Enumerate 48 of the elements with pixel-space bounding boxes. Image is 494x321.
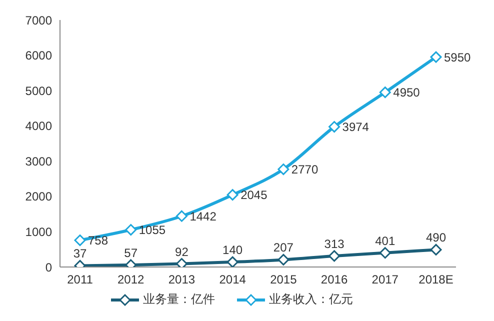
- y-tick-label: 1000: [25, 224, 52, 239]
- data-label: 758: [88, 234, 108, 248]
- data-label: 1442: [190, 209, 217, 224]
- data-label: 2045: [240, 188, 268, 202]
- legend-label: 业务收入：亿元: [269, 291, 353, 308]
- data-label: 4950: [393, 86, 420, 100]
- point: [328, 250, 340, 262]
- data-label: 140: [222, 243, 243, 258]
- point: [176, 210, 188, 222]
- x-tick-label: 2012: [118, 272, 145, 287]
- y-tick-label: 7000: [25, 13, 52, 28]
- x-tick-label: 2011: [67, 272, 94, 287]
- y-tick-label: 3000: [25, 154, 52, 168]
- point: [379, 247, 391, 259]
- data-label: 3974: [342, 120, 370, 134]
- data-label: 1055: [138, 223, 166, 238]
- point: [74, 234, 86, 246]
- point: [430, 51, 442, 63]
- x-tick-label: 2015: [270, 272, 298, 287]
- point: [278, 254, 290, 266]
- point: [226, 189, 238, 201]
- data-label: 313: [324, 236, 345, 251]
- data-label: 37: [73, 246, 87, 261]
- x-tick-label: 2017: [372, 272, 399, 287]
- x-tick-label: 2016: [320, 272, 348, 287]
- data-label: 5950: [444, 50, 472, 64]
- data-label: 57: [124, 246, 138, 260]
- point: [176, 258, 188, 267]
- point: [328, 121, 340, 133]
- data-label: 92: [175, 244, 189, 259]
- y-tick-label: 5000: [25, 84, 52, 98]
- legend-label: 业务量：亿件: [143, 291, 215, 308]
- point: [430, 244, 442, 256]
- point: [226, 256, 238, 267]
- x-tick-label: 2013: [168, 272, 196, 287]
- x-tick-label: 2018E: [418, 272, 454, 287]
- data-label: 401: [375, 234, 396, 248]
- y-tick-label: 6000: [25, 48, 52, 63]
- point: [379, 86, 391, 98]
- point: [125, 224, 137, 236]
- data-label: 2770: [291, 162, 318, 177]
- data-label: 207: [273, 240, 294, 255]
- data-label: 490: [426, 230, 446, 245]
- y-tick-label: 2000: [25, 190, 52, 204]
- point: [278, 164, 290, 176]
- y-tick-label: 0: [45, 260, 52, 274]
- y-tick-label: 4000: [25, 119, 52, 134]
- x-tick-label: 2014: [219, 272, 246, 287]
